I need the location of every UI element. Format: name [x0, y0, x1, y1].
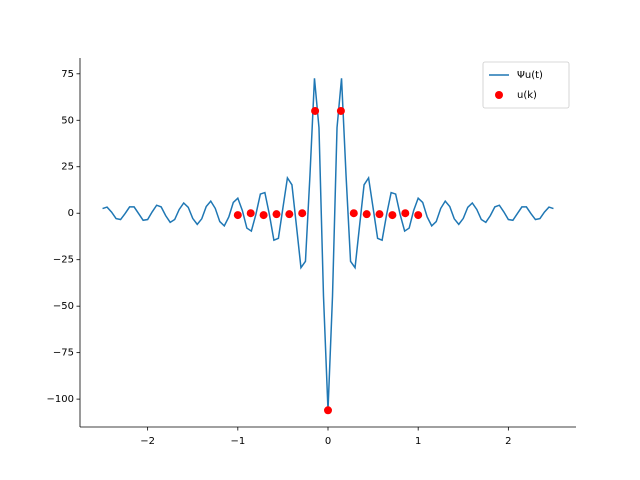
y-tick-label: 75 [61, 69, 74, 80]
legend-marker [495, 91, 503, 99]
data-point [272, 210, 281, 219]
legend-label: u(k) [517, 90, 537, 101]
data-point [259, 211, 268, 220]
data-point [246, 209, 255, 218]
x-tick-label: 0 [325, 436, 331, 447]
y-tick-label: −100 [47, 394, 74, 405]
x-tick-label: −2 [140, 436, 155, 447]
data-point [324, 406, 332, 415]
data-point [336, 106, 345, 115]
y-tick-label: 0 [68, 208, 74, 219]
data-point [388, 211, 397, 220]
y-tick-label: −50 [53, 301, 74, 312]
y-tick-label: 25 [61, 162, 74, 173]
y-tick-label: −25 [53, 255, 74, 266]
data-point [414, 211, 423, 220]
data-point [349, 209, 358, 218]
legend-box [482, 61, 570, 109]
data-point [285, 210, 294, 219]
legend-label: Ψu(t) [517, 70, 543, 81]
data-line [102, 78, 554, 411]
data-point [362, 210, 371, 219]
data-point [298, 209, 307, 218]
x-tick-label: −1 [230, 436, 245, 447]
data-point [233, 211, 242, 220]
y-tick-label: −75 [53, 348, 74, 359]
data-point [311, 106, 320, 115]
y-tick-label: 50 [61, 115, 74, 126]
x-tick-label: 2 [505, 436, 511, 447]
x-tick-label: 1 [415, 436, 421, 447]
data-point [375, 210, 384, 219]
data-point [401, 209, 410, 218]
